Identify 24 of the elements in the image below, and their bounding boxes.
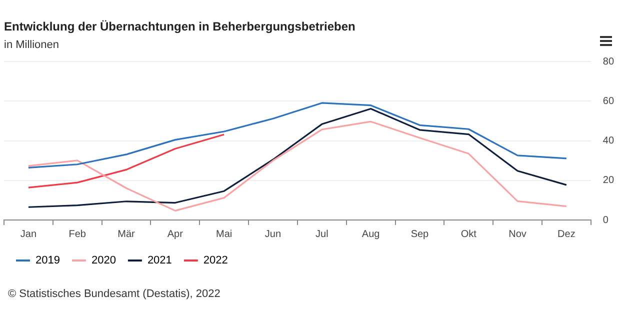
x-tick-label: Sep — [410, 228, 430, 240]
legend-label: 2022 — [203, 254, 228, 267]
chart-subtitle: in Millionen — [4, 39, 60, 52]
x-tick-label: Nov — [508, 228, 526, 240]
x-tick-label: Dez — [558, 228, 576, 240]
x-tick-label: Jul — [315, 228, 328, 240]
text: © Statistisches Bundesamt (Destatis), 2022 — [8, 288, 220, 300]
x-tick-label: Feb — [68, 228, 86, 240]
legend-label: 2021 — [147, 254, 172, 267]
x-tick-label: Jan — [20, 228, 37, 240]
legend-label: 2019 — [36, 254, 60, 267]
x-tick-label: Apr — [167, 228, 184, 240]
y-tick-label: 40 — [602, 136, 614, 147]
y-tick-label: 0 — [602, 214, 609, 226]
y-tick-label: 80 — [602, 56, 614, 68]
legend-label: 2020 — [91, 254, 116, 267]
x-tick-label: Aug — [362, 228, 380, 240]
y-tick-label: 20 — [602, 175, 614, 186]
x-tick-label: Mai — [216, 228, 232, 240]
chart-title: Entwicklung der Übernachtungen in Beherbergungsbetrieben — [4, 20, 356, 34]
x-tick-label: Okt — [460, 228, 477, 240]
x-tick-label: Mär — [118, 228, 136, 240]
y-tick-label: 60 — [602, 96, 614, 107]
x-tick-label: Jun — [264, 228, 282, 240]
